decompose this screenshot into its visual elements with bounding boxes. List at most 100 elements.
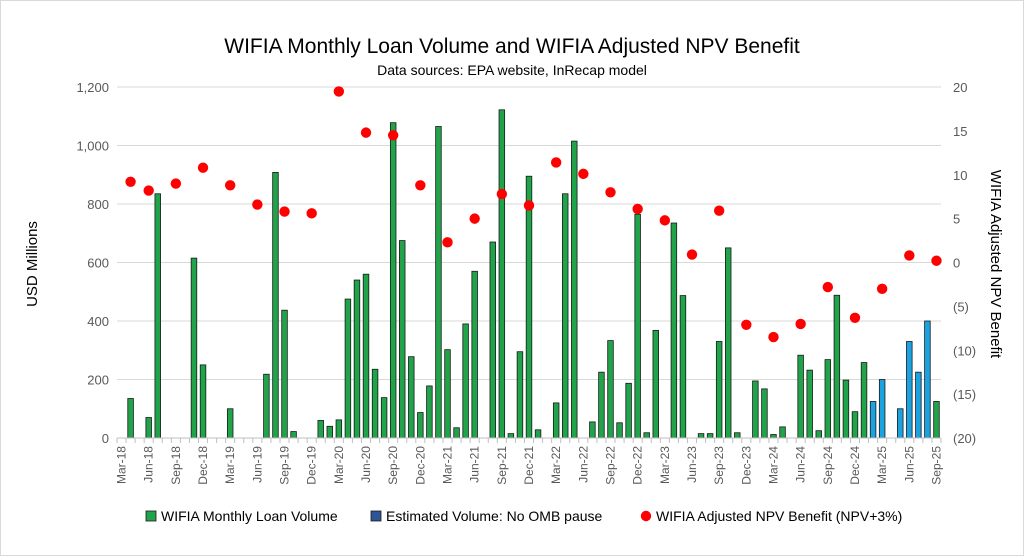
legend-label: WIFIA Monthly Loan Volume (161, 508, 338, 524)
loan-volume-bar (507, 433, 515, 439)
loan-volume-bar (625, 382, 632, 439)
x-tick-label: Dec-19 (305, 446, 319, 485)
y-tick-label: 800 (87, 197, 109, 212)
loan-volume-bar (725, 247, 732, 439)
loan-volume-bar (317, 420, 324, 439)
estimated-volume-bar (915, 371, 922, 439)
loan-volume-bar (607, 340, 614, 439)
y2-tick-label: 0 (953, 256, 960, 271)
y-tick-label: 600 (87, 256, 109, 271)
x-tick-label: Dec-21 (522, 446, 536, 485)
loan-volume-bar (860, 362, 868, 439)
x-tick-label: Mar-19 (223, 446, 237, 484)
y2-tick-label: (15) (953, 387, 976, 402)
loan-volume-bar (226, 408, 234, 439)
loan-volume-bar (824, 359, 832, 439)
loan-volume-bar (127, 398, 134, 439)
loan-volume-bar (335, 419, 343, 439)
y2-tick-label: 20 (953, 80, 967, 95)
loan-volume-bar (498, 109, 506, 439)
bars (127, 109, 940, 439)
chart-title: WIFIA Monthly Loan Volume and WIFIA Adju… (224, 35, 800, 58)
npv-point (849, 312, 861, 323)
loan-volume-bar (389, 122, 397, 439)
npv-point (306, 208, 317, 219)
loan-volume-bar (770, 434, 777, 439)
y2-axis-label: WIFIA Adjusted NPV Benefit (987, 170, 1004, 359)
npv-point (125, 176, 136, 187)
loan-volume-bar (281, 309, 288, 439)
loan-volume-bar (634, 213, 641, 439)
legend-label: WIFIA Adjusted NPV Benefit (NPV+3%) (656, 508, 902, 524)
x-tick-label: Mar-24 (766, 446, 780, 484)
loan-volume-bar (516, 351, 524, 439)
estimated-volume-bar (869, 401, 877, 439)
y-tick-labels: 0 200 400 600 800 1,000 1,200 (76, 80, 109, 446)
loan-volume-bar (290, 431, 297, 439)
loan-volume-bar (471, 270, 478, 439)
npv-point (605, 187, 616, 198)
loan-volume-bar (562, 193, 569, 439)
loan-volume-bar (444, 349, 451, 439)
loan-volume-bar (616, 422, 623, 439)
loan-volume-bar (380, 397, 388, 439)
loan-volume-bar (426, 385, 433, 439)
loan-volume-bar (598, 371, 605, 439)
x-tick-label: Sep-21 (495, 446, 509, 485)
loan-volume-bar (190, 257, 198, 439)
loan-volume-bar (752, 380, 759, 439)
loan-volume-bar (734, 432, 741, 439)
loan-volume-bar (154, 193, 161, 439)
x-tick-label: Jun-24 (794, 446, 808, 483)
y2-tick-label: (20) (953, 431, 976, 446)
x-tick-label: Dec-18 (196, 446, 210, 485)
loan-volume-bar (408, 356, 415, 439)
y2-tick-label: (5) (953, 299, 969, 314)
loan-volume-bar (806, 369, 813, 439)
estimated-volume-bar (924, 320, 931, 439)
npv-point (442, 237, 453, 248)
x-tick-label: Sep-25 (929, 446, 943, 485)
y-tick-label: 400 (87, 314, 109, 329)
x-tick-label: Sep-23 (712, 446, 726, 485)
npv-point (415, 180, 426, 191)
y2-tick-label: 10 (953, 168, 967, 183)
x-tick-label: Mar-21 (441, 446, 455, 484)
x-tick-label: Mar-20 (332, 446, 346, 484)
npv-point (496, 188, 508, 200)
loan-volume-bar (371, 368, 379, 439)
loan-volume-bar (326, 425, 333, 439)
npv-point (686, 249, 698, 260)
npv-point (741, 319, 752, 331)
npv-point (333, 86, 345, 97)
x-tick-label: Dec-24 (848, 446, 862, 485)
npv-point (197, 162, 209, 173)
npv-points (125, 86, 942, 343)
loan-volume-bar (833, 294, 841, 439)
npv-point (713, 205, 725, 216)
npv-point (876, 283, 888, 295)
legend-swatch (145, 510, 157, 522)
x-tick-label: Sep-22 (603, 446, 617, 485)
npv-point (578, 168, 589, 180)
x-tick-label: Jun-20 (359, 446, 373, 483)
axes (116, 437, 942, 443)
x-tick-label: Mar-18 (115, 446, 129, 484)
npv-point (904, 250, 915, 261)
x-tick-label: Jun-21 (468, 446, 482, 483)
x-tick-label: Mar-25 (875, 446, 889, 484)
x-tick-labels: Mar-18 Jun-18 Sep-18 Dec-18 Mar-19 Jun-19 Sep-… (115, 446, 944, 485)
y2-tick-label: (10) (953, 343, 976, 358)
npv-point (224, 180, 236, 191)
loan-volume-bar (851, 411, 859, 439)
loan-volume-bar (362, 273, 370, 439)
loan-volume-bar (697, 433, 705, 439)
npv-point (252, 199, 263, 210)
legend: WIFIA Monthly Loan Volume Estimated Volum… (145, 508, 902, 524)
npv-point (279, 206, 290, 217)
loan-volume-bar (779, 426, 786, 439)
legend-marker (640, 510, 652, 522)
npv-point (469, 213, 480, 224)
npv-point (523, 200, 535, 211)
